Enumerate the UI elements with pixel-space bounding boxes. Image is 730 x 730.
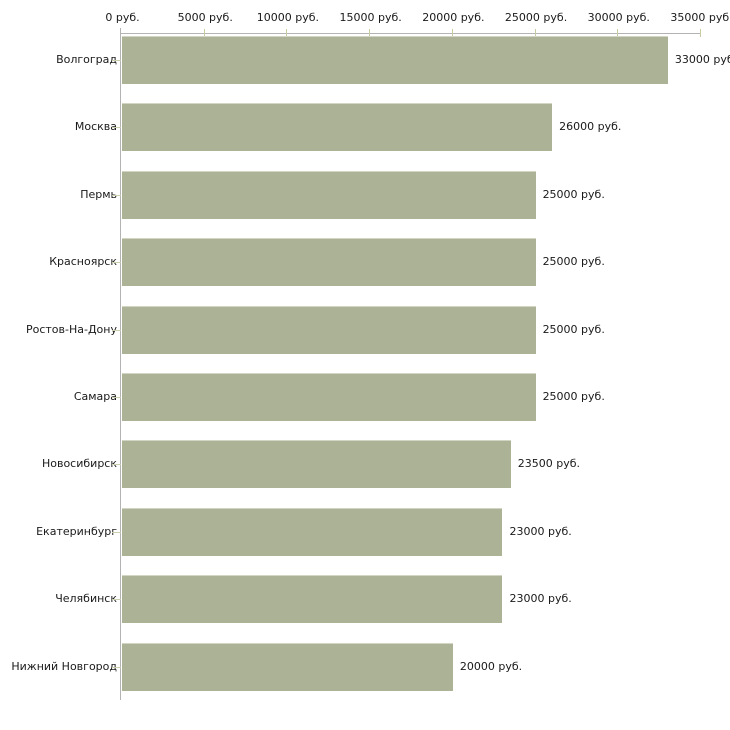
value-label: 23000 руб. <box>509 524 572 538</box>
bar <box>122 36 668 84</box>
value-label: 26000 руб. <box>559 120 622 134</box>
value-label: 20000 руб. <box>459 659 523 673</box>
x-axis-tick <box>286 29 288 37</box>
category-label: Ростов-На-Дону <box>25 322 117 336</box>
x-axis-tick-label: 20000 руб. <box>422 11 485 24</box>
bar <box>122 305 536 354</box>
value-label: 23500 руб. <box>517 457 581 471</box>
bar <box>122 440 511 489</box>
x-axis-tick-label: 0 руб. <box>105 11 140 24</box>
x-axis-tick-label: 25000 руб. <box>504 11 568 24</box>
y-axis-tick <box>112 329 121 331</box>
x-axis-tick-label: 35000 руб. <box>670 11 730 24</box>
value-label: 25000 руб. <box>542 187 605 201</box>
x-axis-tick-label: 5000 руб. <box>177 11 233 24</box>
x-axis-tick-label: 30000 руб. <box>587 11 650 24</box>
category-label: Челябинск <box>55 592 117 606</box>
y-axis-tick <box>112 397 121 398</box>
category-label: Самара <box>73 390 117 403</box>
y-axis-tick <box>112 464 121 466</box>
bar <box>122 238 536 287</box>
category-label: Нижний Новгород <box>11 659 117 673</box>
y-axis-tick <box>112 531 121 533</box>
x-axis-tick-label: 10000 руб. <box>256 11 320 24</box>
bar <box>122 170 536 219</box>
category-label: Новосибирск <box>41 457 117 471</box>
value-label: 23000 руб. <box>509 592 572 606</box>
value-label: 25000 руб. <box>542 255 605 269</box>
x-axis-tick <box>203 29 205 37</box>
category-label: Волгоград <box>56 53 117 66</box>
bar <box>122 642 453 691</box>
category-label: Пермь <box>80 187 117 201</box>
bar <box>122 373 536 421</box>
y-axis-tick <box>112 666 121 668</box>
x-axis-tick <box>369 29 371 37</box>
value-label: 25000 руб. <box>542 322 605 336</box>
x-axis-tick <box>700 29 701 37</box>
y-axis-tick <box>112 127 121 129</box>
y-axis-tick <box>112 599 121 601</box>
x-axis-tick <box>534 29 536 37</box>
x-axis-tick <box>617 29 619 37</box>
y-axis-tick <box>112 262 121 264</box>
bar <box>122 103 553 152</box>
x-axis-line <box>121 33 701 34</box>
x-axis-tick-label: 15000 руб. <box>339 11 402 24</box>
bar <box>122 507 503 556</box>
y-axis-tick <box>112 194 121 196</box>
category-label: Красноярск <box>49 255 117 269</box>
x-axis-tick <box>451 29 453 37</box>
category-label: Москва <box>74 120 117 134</box>
category-label: Екатеринбург <box>36 524 117 538</box>
y-axis-tick <box>112 60 121 61</box>
value-label: 25000 руб. <box>542 390 605 403</box>
value-label: 33000 руб <box>674 53 730 66</box>
y-axis-line <box>120 28 121 700</box>
bar <box>122 575 503 624</box>
